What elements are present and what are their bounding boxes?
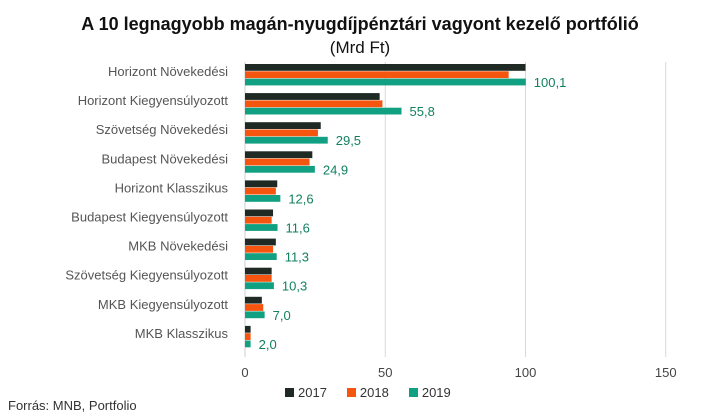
bar-2019 bbox=[245, 136, 328, 144]
legend-label-2019: 2019 bbox=[421, 385, 451, 400]
legend-swatch-2017 bbox=[285, 388, 294, 397]
bar-2017 bbox=[245, 209, 274, 217]
chart-subtitle: (Mrd Ft) bbox=[329, 38, 391, 57]
bar-2017 bbox=[245, 325, 251, 333]
legend-swatch-2018 bbox=[346, 388, 356, 397]
source-note: Forrás: MNB, Portfolio bbox=[8, 398, 137, 413]
bar-2019 bbox=[245, 78, 526, 86]
bar-2018 bbox=[245, 129, 318, 137]
legend-label-2017: 2017 bbox=[298, 385, 327, 400]
category-label: Horizont Klasszikus bbox=[115, 180, 229, 195]
data-label: 11,6 bbox=[286, 221, 310, 236]
category-label: Szövetség Növekedési bbox=[96, 122, 228, 137]
x-tick-label-50: 50 bbox=[378, 365, 392, 380]
category-label: Horizont Növekedési bbox=[108, 64, 228, 79]
legend-swatch-2019 bbox=[408, 388, 418, 397]
legend-item-2019: 2019 bbox=[408, 385, 451, 400]
category-label: Horizont Kiegyensúlyozott bbox=[78, 93, 229, 108]
data-label: 55,8 bbox=[410, 104, 435, 119]
data-label: 7,0 bbox=[273, 308, 291, 323]
x-tick-label-0: 0 bbox=[241, 365, 248, 380]
bar-2018 bbox=[245, 275, 272, 282]
bar-2019 bbox=[245, 340, 251, 348]
bar-2017 bbox=[245, 238, 276, 246]
data-label: 12,6 bbox=[288, 191, 313, 206]
bar-2017 bbox=[245, 64, 526, 71]
legend-item-2017: 2017 bbox=[285, 385, 327, 400]
bar-2019 bbox=[245, 107, 402, 115]
bar-2017 bbox=[245, 122, 321, 129]
bar-2017 bbox=[245, 267, 272, 275]
bar-2018 bbox=[245, 187, 276, 195]
data-label: 29,5 bbox=[336, 133, 361, 148]
data-label: 24,9 bbox=[323, 162, 348, 177]
bar-2019 bbox=[245, 282, 274, 290]
bar-2018 bbox=[245, 71, 509, 79]
data-label: 10,3 bbox=[282, 279, 307, 294]
bar-2019 bbox=[245, 195, 281, 202]
legend: 2017 2018 2019 bbox=[285, 385, 451, 400]
data-label: 100,1 bbox=[534, 75, 567, 90]
data-label: 2,0 bbox=[259, 337, 277, 352]
bar-2019 bbox=[245, 165, 315, 173]
bar-2017 bbox=[245, 180, 278, 188]
x-tick-label-100: 100 bbox=[515, 365, 537, 380]
bar-2018 bbox=[245, 245, 274, 253]
bar-2019 bbox=[245, 224, 278, 231]
chart-title: A 10 legnagyobb magán-nyugdíjpénztári va… bbox=[81, 14, 639, 34]
category-label: MKB Klasszikus bbox=[135, 326, 229, 341]
category-label: MKB Növekedési bbox=[128, 239, 228, 254]
bar-2017 bbox=[245, 151, 313, 159]
bar-2017 bbox=[245, 296, 262, 304]
bar-2019 bbox=[245, 253, 277, 260]
bar-2018 bbox=[245, 304, 264, 311]
category-label: Budapest Növekedési bbox=[102, 151, 229, 166]
category-label: MKB Kiegyensúlyozott bbox=[98, 297, 228, 312]
bar-2017 bbox=[245, 93, 380, 100]
data-label: 11,3 bbox=[285, 250, 309, 265]
category-label: Budapest Kiegyensúlyozott bbox=[71, 210, 228, 225]
bar-2019 bbox=[245, 311, 265, 319]
bar-2018 bbox=[245, 333, 251, 340]
category-label: Szövetség Kiegyensúlyozott bbox=[65, 268, 228, 283]
bar-2018 bbox=[245, 100, 383, 108]
legend-label-2018: 2018 bbox=[359, 385, 389, 400]
legend-item-2018: 2018 bbox=[346, 385, 389, 400]
x-tick-label-150: 150 bbox=[655, 365, 677, 380]
bar-2018 bbox=[245, 158, 310, 166]
bar-2018 bbox=[245, 216, 272, 224]
